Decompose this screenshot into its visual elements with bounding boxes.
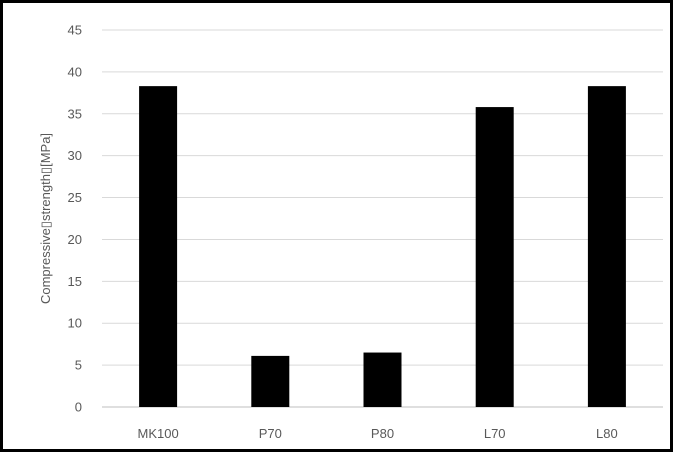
y-tick-label: 0	[75, 400, 82, 415]
y-tick-label: 35	[68, 106, 82, 121]
bar-p70	[251, 355, 290, 407]
x-tick-label: L80	[596, 426, 618, 441]
gridlines	[102, 29, 663, 408]
x-axis-ticks: MK100 P70 P80 L70 L80	[137, 426, 617, 441]
y-axis-title: Compressive▯strength▯[MPa]	[38, 133, 53, 304]
bar-mk100	[139, 86, 178, 408]
x-tick-label: MK100	[137, 426, 178, 441]
bar-p80	[363, 352, 402, 407]
x-tick-label: P70	[259, 426, 282, 441]
y-tick-label: 40	[68, 64, 82, 79]
x-tick-label: L70	[484, 426, 506, 441]
bars	[139, 86, 626, 408]
bar-l80	[587, 86, 626, 408]
y-axis-ticks: 0 5 10 15 20 25 30 35 40 45	[68, 23, 82, 415]
y-tick-label: 10	[68, 316, 82, 331]
y-tick-label: 15	[68, 274, 82, 289]
y-tick-label: 5	[75, 358, 82, 373]
y-tick-label: 30	[68, 148, 82, 163]
bar-l70	[475, 107, 514, 407]
y-tick-label: 20	[68, 232, 82, 247]
y-tick-label: 45	[68, 23, 82, 38]
x-tick-label: P80	[371, 426, 394, 441]
y-tick-label: 25	[68, 190, 82, 205]
